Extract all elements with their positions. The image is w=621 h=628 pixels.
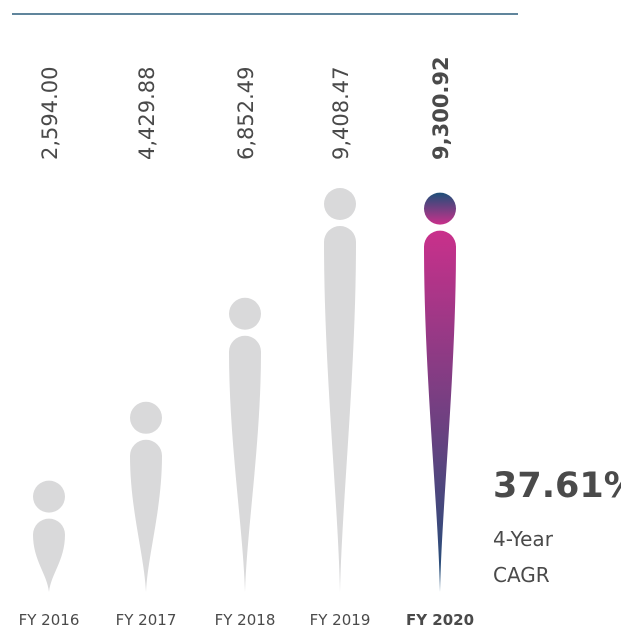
x-tick-label: FY 2016 — [19, 611, 80, 628]
pictogram — [130, 401, 162, 592]
body — [33, 518, 65, 592]
head — [33, 480, 65, 513]
value-label: 9,408.47 — [329, 66, 353, 160]
x-tick-label: FY 2019 — [310, 611, 371, 628]
pictogram — [424, 192, 456, 592]
pictogram — [324, 188, 356, 592]
cagr-label: CAGR — [493, 563, 550, 587]
body — [324, 226, 356, 592]
head — [229, 297, 261, 330]
x-tick-label: FY 2018 — [215, 611, 276, 628]
head — [324, 188, 356, 220]
value-label: 6,852.49 — [234, 66, 258, 160]
cagr-label: 4-Year — [493, 527, 554, 551]
x-tick-label: FY 2020 — [406, 611, 474, 628]
value-label: 2,594.00 — [38, 66, 62, 160]
body — [229, 335, 261, 592]
value-label: 4,429.88 — [135, 66, 159, 160]
cagr-value: 37.61% — [493, 466, 621, 506]
value-label: 9,300.92 — [429, 56, 453, 160]
head — [424, 192, 456, 225]
pictogram — [229, 297, 261, 592]
head — [130, 401, 162, 434]
pictogram — [33, 480, 65, 592]
body — [130, 439, 162, 592]
body — [424, 230, 456, 592]
x-tick-label: FY 2017 — [116, 611, 177, 628]
